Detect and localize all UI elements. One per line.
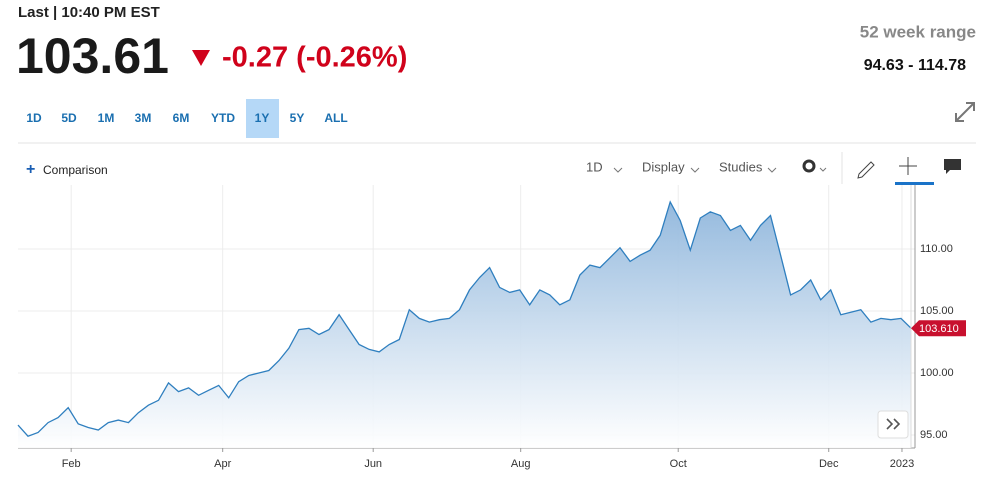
x-tick-label: Aug	[511, 458, 531, 470]
y-tick-label: 105.00	[920, 305, 954, 317]
chevron	[819, 167, 827, 172]
y-tick-label: 95.00	[920, 429, 948, 441]
last-time: Last | 10:40 PM EST	[18, 4, 160, 21]
x-tick-label: Feb	[62, 458, 81, 470]
active-underline	[895, 182, 934, 185]
display[interactable]: Display	[642, 159, 685, 174]
x-tick-label: Jun	[364, 458, 382, 470]
studies[interactable]: Studies	[719, 159, 763, 174]
plot: 95.00 100.00 105.00 110.00 Feb Apr Jun Aug Oct De…	[17, 185, 966, 470]
y-tick-label: 100.00	[920, 367, 954, 379]
range-button[interactable]: 1M	[98, 111, 115, 125]
price-change: -0.27 (-0.26%)	[222, 42, 407, 74]
range-button[interactable]: 3M	[135, 111, 152, 125]
active-range-bg	[246, 99, 279, 138]
range-buttons: 1D 5D 1M 3M 6M YTD 1Y 5Y ALL	[26, 99, 348, 138]
down-arrow	[192, 50, 210, 66]
price-tag	[911, 320, 966, 337]
x-tick-label: Dec	[819, 458, 839, 470]
expand-icon[interactable]	[955, 102, 975, 122]
x-tick-label: Apr	[214, 458, 231, 470]
comment-icon[interactable]	[944, 159, 961, 174]
range-button[interactable]: YTD	[211, 111, 235, 125]
scroll-icon	[886, 418, 901, 430]
range-button[interactable]: 5Y	[290, 111, 305, 125]
comparison[interactable]: Comparison	[43, 163, 108, 177]
range-button[interactable]: 1Y	[255, 111, 270, 125]
scroll-button[interactable]	[877, 410, 909, 439]
price-tag-label: 103.610	[919, 323, 959, 335]
settings-icon[interactable]	[802, 159, 816, 173]
crosshair-icon[interactable]	[899, 157, 917, 175]
plus-icon[interactable]: +	[26, 161, 35, 178]
area	[18, 201, 911, 448]
chevron	[690, 167, 700, 173]
chevron	[767, 167, 777, 173]
draw-icon[interactable]	[857, 161, 875, 179]
interval[interactable]: 1D	[586, 159, 603, 174]
range-button[interactable]: 5D	[61, 111, 77, 125]
line	[17, 200, 912, 437]
y-tick-label: 110.00	[920, 243, 953, 255]
chevron	[613, 167, 623, 173]
range-button[interactable]: ALL	[324, 111, 347, 125]
x-tick-label: Oct	[670, 458, 687, 470]
x-tick-label: 2023	[890, 458, 914, 470]
range-title: 52 week range	[860, 22, 976, 41]
range-button[interactable]: 1D	[26, 111, 42, 125]
range-button[interactable]: 6M	[173, 111, 190, 125]
price: 103.61	[16, 28, 169, 84]
range-value: 94.63 - 114.78	[864, 57, 966, 74]
